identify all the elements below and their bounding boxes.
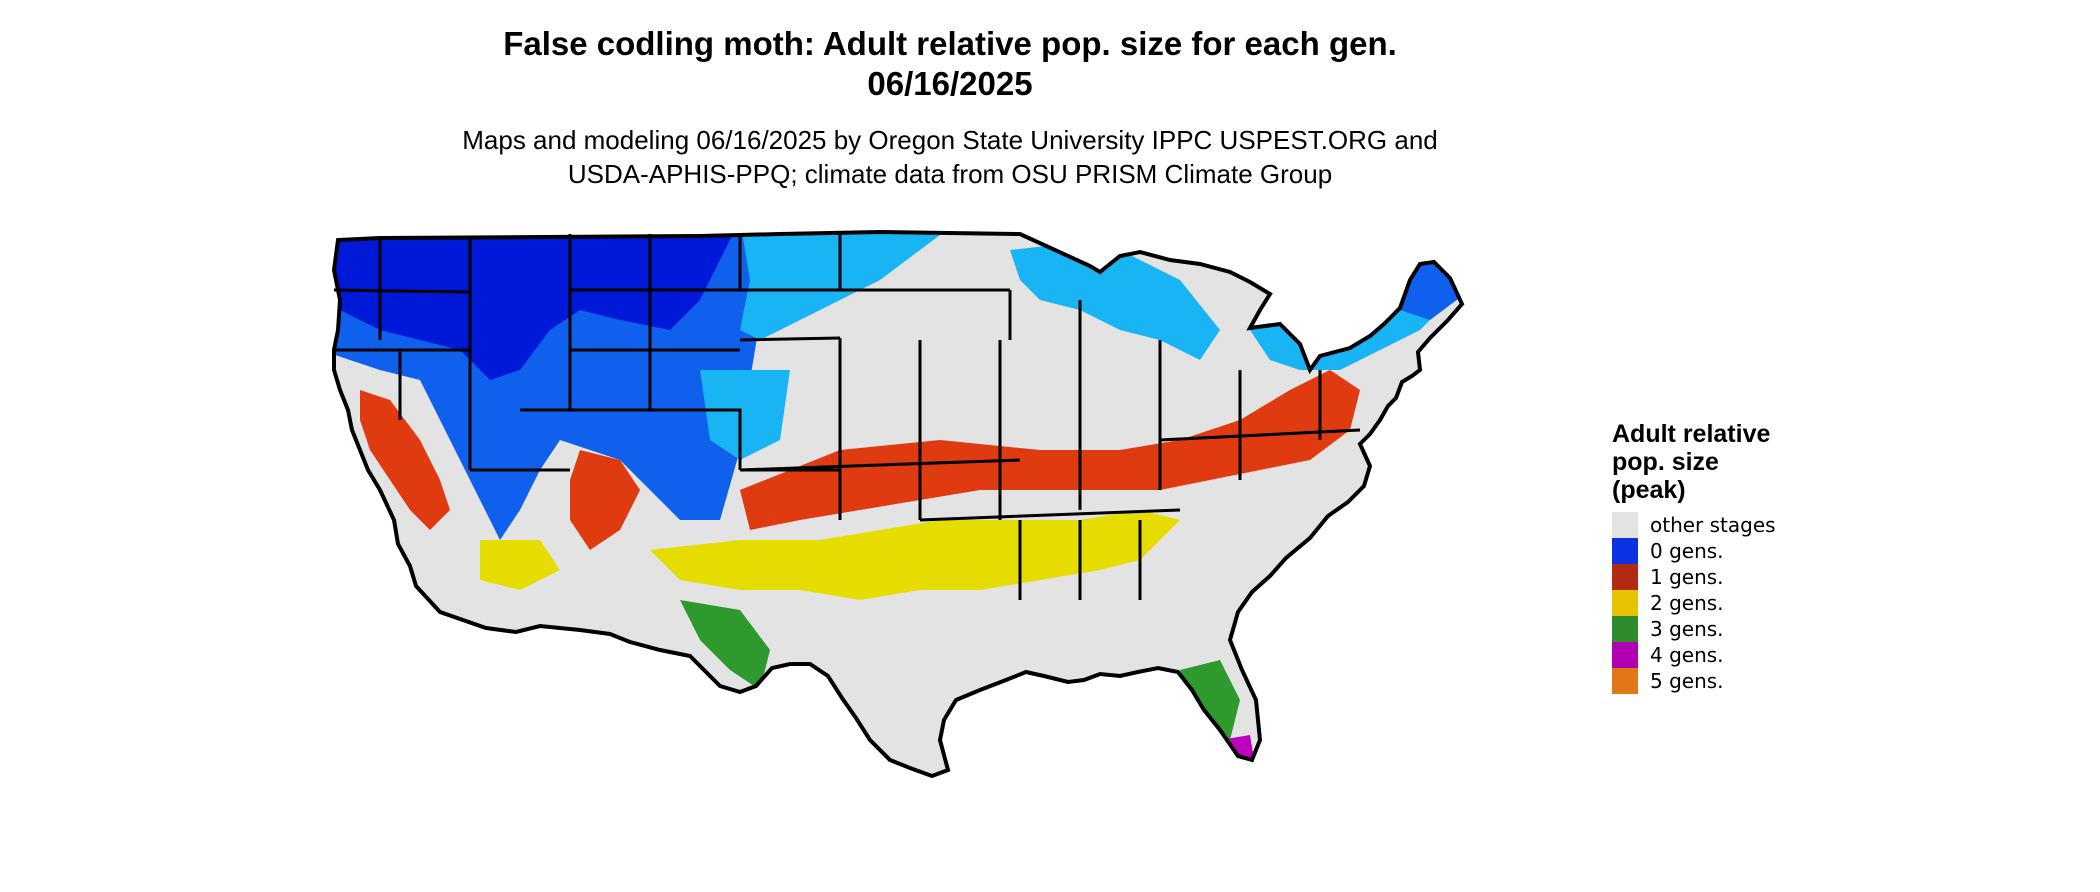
legend-label: 5 gens. (1650, 669, 1724, 693)
zone-0-gens-light-north (740, 232, 960, 340)
map-subtitle: Maps and modeling 06/16/2025 by Oregon S… (0, 123, 1900, 191)
border-east (1159, 370, 1361, 480)
us-map-svg (332, 230, 1464, 778)
border-south (739, 458, 1181, 600)
legend-label: 2 gens. (1650, 591, 1724, 615)
legend-swatch (1612, 668, 1638, 694)
legend-label: 4 gens. (1650, 643, 1724, 667)
zone-1-gens-west (360, 390, 450, 530)
title-line-1: False codling moth: Adult relative pop. … (503, 25, 1397, 62)
title-date: 06/16/2025 (867, 65, 1033, 102)
legend-label: 1 gens. (1650, 565, 1724, 589)
border-central (740, 338, 1162, 520)
border-northern-tier (378, 234, 842, 410)
legend-items: other stages 0 gens. 1 gens. 2 gens. 3 gens.… (1612, 512, 1912, 694)
legend-item: 3 gens. (1612, 616, 1912, 642)
legend-swatch (1612, 564, 1638, 590)
legend-title-line-2: pop. size (1612, 448, 1719, 476)
zone-0-gens-mid (334, 232, 740, 380)
subtitle-line-1: Maps and modeling 06/16/2025 by Oregon S… (462, 125, 1438, 155)
legend-swatch (1612, 642, 1638, 668)
zone-0-gens-light-colorado (700, 370, 790, 460)
map-legend: Adult relative pop. size (peak) other st… (1612, 420, 1912, 694)
zone-0-gens-light-lakes (1010, 240, 1220, 360)
zone-3-gens-florida (1180, 660, 1240, 740)
subtitle-line-2: USDA-APHIS-PPQ; climate data from OSU PR… (567, 159, 1333, 189)
legend-title: Adult relative pop. size (peak) (1612, 420, 1912, 504)
zone-3-gens-texas-coast (680, 600, 770, 690)
map-title: False codling moth: Adult relative pop. … (0, 24, 1900, 104)
legend-swatch (1612, 538, 1638, 564)
state-borders (333, 234, 1361, 600)
pop-zones (334, 232, 1462, 765)
legend-item: 0 gens. (1612, 538, 1912, 564)
zone-1-gens-central (740, 370, 1360, 530)
legend-item: 4 gens. (1612, 642, 1912, 668)
legend-swatch (1612, 590, 1638, 616)
legend-title-line-3: (peak) (1612, 476, 1686, 504)
legend-label: other stages (1650, 513, 1776, 537)
border-west (334, 348, 742, 472)
legend-item: 2 gens. (1612, 590, 1912, 616)
legend-item: 1 gens. (1612, 564, 1912, 590)
zone-1-gens-southwest (570, 450, 640, 550)
legend-label: 3 gens. (1650, 617, 1724, 641)
legend-swatch (1612, 512, 1638, 538)
legend-item: 5 gens. (1612, 668, 1912, 694)
zone-2-gens-arizona (480, 540, 560, 590)
zone-2-gens-south (650, 510, 1180, 600)
legend-title-line-1: Adult relative (1612, 420, 1771, 448)
legend-label: 0 gens. (1650, 539, 1724, 563)
border-horizontal-north (333, 288, 841, 352)
legend-swatch (1612, 616, 1638, 642)
us-map (320, 220, 1580, 892)
border-north-lakes (840, 288, 1082, 340)
legend-item: other stages (1612, 512, 1912, 538)
